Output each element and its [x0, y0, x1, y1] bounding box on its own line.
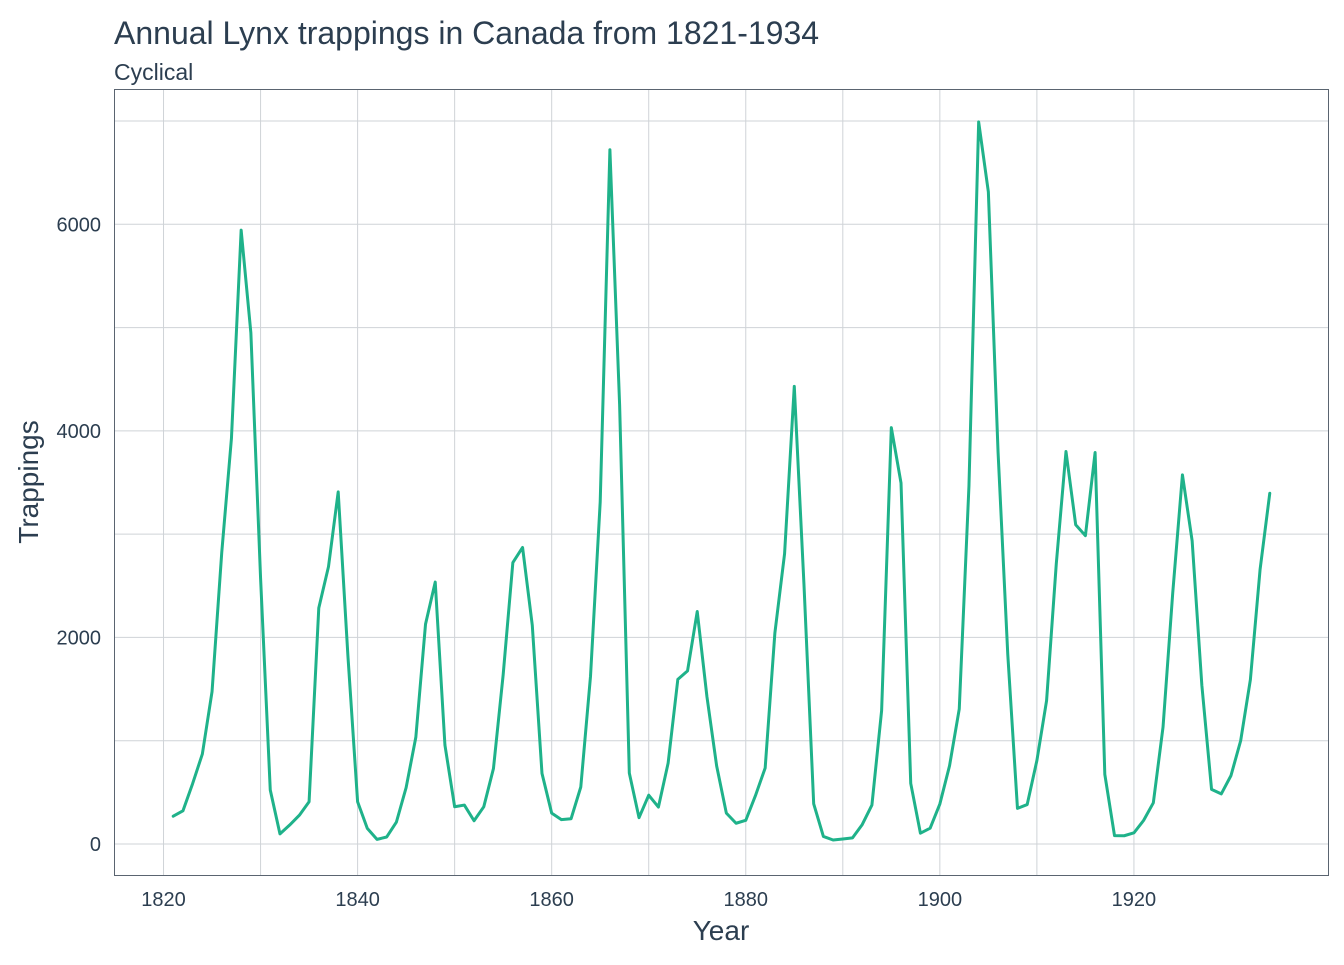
y-tick-label: 6000 — [57, 214, 102, 236]
x-tick-label: 1820 — [141, 889, 186, 911]
series-line — [171, 120, 1272, 842]
y-tick-labels: 0 2000 4000 6000 — [57, 214, 102, 856]
x-tick-label: 1860 — [529, 889, 574, 911]
plot-panel-border — [114, 89, 1329, 876]
grid-lines — [115, 90, 1328, 875]
x-tick-label: 1920 — [1112, 889, 1157, 911]
x-tick-label: 1900 — [918, 889, 963, 911]
series-layer — [171, 120, 1272, 842]
y-axis-label: Trappings — [13, 420, 44, 543]
x-tick-label: 1880 — [724, 889, 769, 911]
chart-subtitle: Cyclical — [114, 59, 193, 85]
y-tick-label: 2000 — [57, 627, 102, 649]
x-axis-label: Year — [693, 915, 750, 946]
chart-title: Annual Lynx trappings in Canada from 182… — [114, 15, 819, 51]
y-tick-label: 4000 — [57, 421, 102, 443]
y-tick-label: 0 — [90, 834, 101, 856]
x-tick-labels: 1820 1840 1860 1880 1900 1920 — [141, 889, 1156, 911]
x-tick-label: 1840 — [335, 889, 380, 911]
